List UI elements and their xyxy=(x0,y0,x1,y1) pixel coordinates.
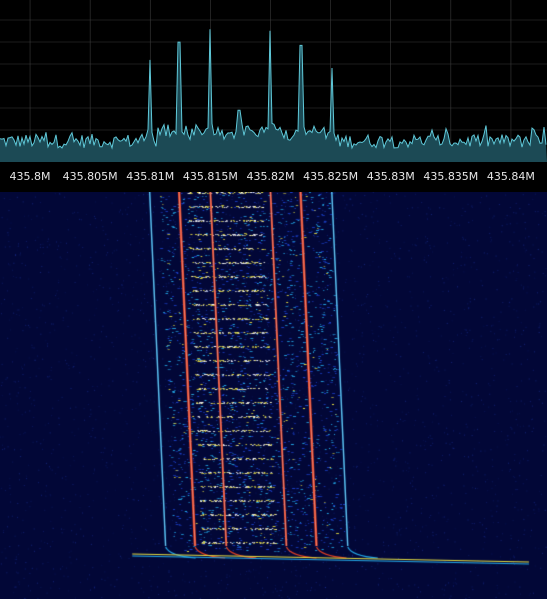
frequency-tick-label: 435.835M xyxy=(423,170,479,183)
frequency-tick-label: 435.825M xyxy=(303,170,359,183)
spectrum-fill xyxy=(0,29,547,162)
spectrum-plot[interactable] xyxy=(0,0,547,162)
frequency-tick-label: 435.84M xyxy=(486,170,535,183)
frequency-tick-label: 435.815M xyxy=(182,170,238,183)
frequency-tick-label: 435.82M xyxy=(246,170,295,183)
waterfall-display[interactable] xyxy=(0,192,547,599)
frequency-tick-label: 435.805M xyxy=(62,170,118,183)
frequency-axis[interactable]: 435.8M 435.805M 435.81M 435.815M 435.82M 435.… xyxy=(0,162,547,192)
spectrum-trace xyxy=(0,29,547,150)
frequency-tick-label: 435.8M xyxy=(9,170,51,183)
frequency-tick-label: 435.83M xyxy=(366,170,415,183)
frequency-tick-label: 435.81M xyxy=(126,170,175,183)
